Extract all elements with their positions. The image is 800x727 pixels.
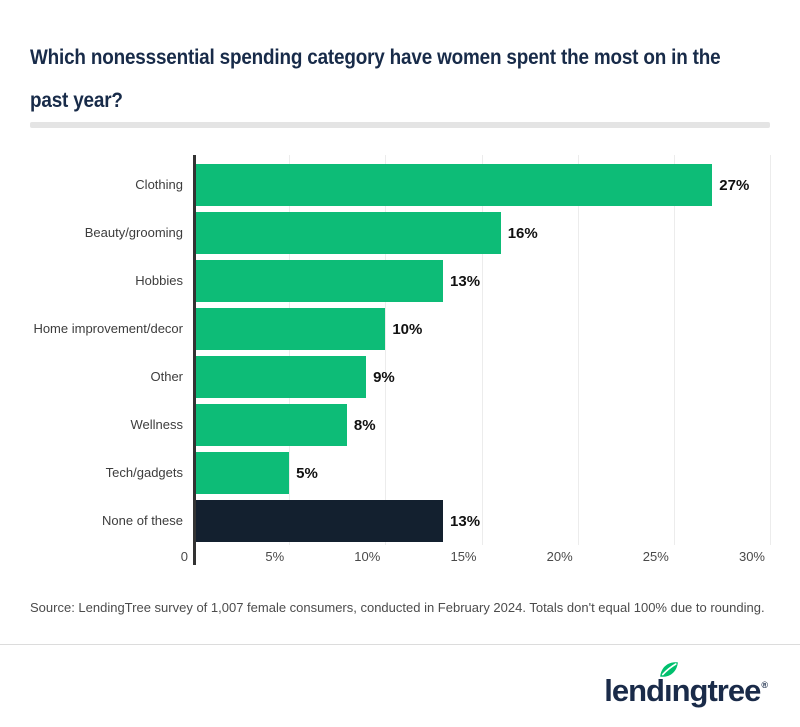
- bar-track: 9%: [193, 353, 770, 401]
- x-axis-ticks: 0 5% 10% 15% 20% 25% 30%: [181, 549, 770, 567]
- gridline: [385, 155, 387, 545]
- category-label: Clothing: [135, 176, 183, 192]
- category-label: Tech/gadgets: [105, 464, 183, 480]
- chart-row: Beauty/grooming 16%: [30, 209, 770, 257]
- bar-value-label: 16%: [507, 224, 538, 242]
- bar-value-label: 13%: [450, 512, 481, 530]
- x-tick-label: 20%: [546, 549, 573, 564]
- leaf-icon: [660, 662, 678, 677]
- chart-row: Hobbies 13%: [30, 257, 770, 305]
- gridline: [770, 155, 771, 545]
- category-label: Other: [150, 368, 183, 384]
- logo-text-post: ngtree: [671, 673, 762, 708]
- bar: [193, 212, 501, 254]
- bar-value-label: 8%: [353, 416, 376, 434]
- bar-value-label: 10%: [392, 320, 423, 338]
- gridline: [577, 155, 579, 545]
- x-tick-label: 25%: [642, 549, 669, 564]
- chart-row: Other 9%: [30, 353, 770, 401]
- chart-title: Which nonesssential spending category ha…: [30, 0, 770, 122]
- title-divider: [30, 122, 770, 128]
- chart-row: None of these 13%: [30, 497, 770, 545]
- bar-value-label: 13%: [450, 272, 481, 290]
- chart-title-line2: past year?: [30, 89, 123, 112]
- chart-title-line1: Which nonesssential spending category ha…: [30, 46, 721, 69]
- bar-track: 13%: [193, 257, 770, 305]
- logo-text-pre: lend: [604, 673, 665, 708]
- bar: [193, 404, 347, 446]
- chart-row: Wellness 8%: [30, 401, 770, 449]
- bar-track: 5%: [193, 449, 770, 497]
- category-label: None of these: [102, 512, 183, 528]
- bar: [193, 500, 444, 542]
- bar: [193, 308, 386, 350]
- bar-track: 10%: [193, 305, 770, 353]
- bar: [193, 452, 290, 494]
- bar-track: 8%: [193, 401, 770, 449]
- bar-track: 27%: [193, 161, 770, 209]
- gridline: [289, 155, 291, 545]
- chart-row: Clothing 27%: [30, 161, 770, 209]
- bar-value-label: 9%: [373, 368, 395, 386]
- x-tick-label: 10%: [354, 549, 381, 564]
- logo-letter-i: ı: [660, 662, 678, 706]
- grid-layer: [193, 155, 771, 545]
- bar-track: 13%: [193, 497, 770, 545]
- chart-rows: Clothing 27% Beauty/grooming 16% Hobbies 13% H…: [30, 161, 770, 545]
- gridline: [481, 155, 483, 545]
- category-label: Wellness: [130, 416, 183, 432]
- bar: [193, 260, 444, 302]
- y-axis-line: [193, 155, 196, 565]
- category-label: Home improvement/decor: [33, 320, 183, 336]
- footer-divider: [0, 644, 800, 645]
- source-note: Source: LendingTree survey of 1,007 fema…: [30, 600, 765, 615]
- registered-mark: ®: [761, 680, 768, 690]
- x-tick-label: 5%: [265, 549, 285, 564]
- x-tick-label: 0: [180, 549, 188, 564]
- bar-value-label: 5%: [296, 464, 318, 482]
- bar-track: 16%: [193, 209, 770, 257]
- chart-row: Home improvement/decor 10%: [30, 305, 770, 353]
- footer: lendı ngtree®: [0, 645, 800, 706]
- bar: [193, 164, 713, 206]
- chart-row: Tech/gadgets 5%: [30, 449, 770, 497]
- category-label: Beauty/grooming: [84, 224, 183, 240]
- bar-value-label: 27%: [719, 176, 750, 194]
- bar-chart: Clothing 27% Beauty/grooming 16% Hobbies 13% H…: [30, 155, 771, 571]
- x-tick-label: 30%: [738, 549, 765, 564]
- category-label: Hobbies: [135, 272, 183, 288]
- bar: [193, 356, 367, 398]
- lendingtree-logo: lendı ngtree®: [604, 662, 768, 708]
- gridline: [673, 155, 675, 545]
- x-tick-label: 15%: [450, 549, 477, 564]
